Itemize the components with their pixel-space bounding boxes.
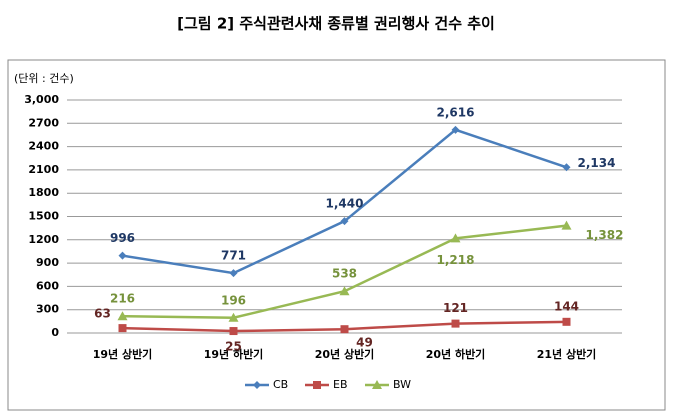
data-label: 63: [94, 307, 111, 321]
x-tick-label: 20년 하반기: [426, 347, 486, 361]
data-label: 538: [332, 267, 357, 281]
data-label: 996: [110, 231, 135, 245]
marker: [339, 286, 350, 296]
y-tick-label: 1200: [28, 233, 59, 246]
data-label: 196: [221, 293, 246, 307]
marker: [450, 233, 461, 243]
data-label: 121: [443, 301, 468, 315]
x-tick-label: 19년 하반기: [204, 347, 264, 361]
legend-marker: [313, 381, 321, 389]
y-tick-label: 300: [36, 303, 59, 316]
data-label: 25: [225, 340, 242, 354]
legend-label: CB: [273, 378, 288, 391]
y-tick-label: 2700: [28, 116, 59, 129]
y-tick-label: 3,000: [24, 93, 59, 106]
unit-label: (단위 : 건수): [14, 72, 74, 85]
y-tick-label: 600: [36, 279, 59, 292]
legend-marker: [372, 380, 382, 389]
y-tick-label: 900: [36, 256, 59, 269]
data-label: 771: [221, 249, 246, 263]
data-label: 216: [110, 292, 135, 306]
marker: [229, 269, 238, 278]
y-tick-label: 1500: [28, 210, 59, 223]
legend-marker: [253, 381, 261, 389]
y-tick-label: 2100: [28, 163, 59, 176]
x-tick-label: 19년 상반기: [93, 347, 153, 361]
marker: [118, 324, 127, 333]
marker: [562, 163, 571, 172]
marker: [117, 311, 128, 321]
chart-title: [그림 2] 주식관련사채 종류별 권리행사 건수 추이: [177, 15, 495, 33]
chart-frame: [7, 59, 666, 411]
data-label: 1,382: [586, 228, 624, 242]
marker: [340, 325, 349, 334]
marker: [229, 327, 238, 336]
marker: [340, 217, 349, 226]
marker: [451, 319, 460, 328]
data-label: 2,134: [578, 156, 616, 170]
data-label: 1,218: [437, 253, 475, 267]
y-tick-label: 0: [51, 326, 59, 339]
y-tick-label: 2400: [28, 140, 59, 153]
legend-label: BW: [393, 378, 411, 391]
marker: [562, 317, 571, 326]
data-label: 144: [554, 299, 579, 313]
data-label: 2,616: [437, 105, 475, 119]
marker: [451, 125, 460, 134]
x-tick-label: 21년 상반기: [537, 347, 597, 361]
y-tick-label: 1800: [28, 186, 59, 199]
marker: [228, 312, 239, 322]
legend-label: EB: [333, 378, 348, 391]
x-tick-label: 20년 상반기: [315, 347, 375, 361]
data-label: 49: [356, 336, 373, 350]
marker: [561, 220, 572, 230]
data-label: 1,440: [326, 197, 364, 211]
marker: [118, 251, 127, 260]
